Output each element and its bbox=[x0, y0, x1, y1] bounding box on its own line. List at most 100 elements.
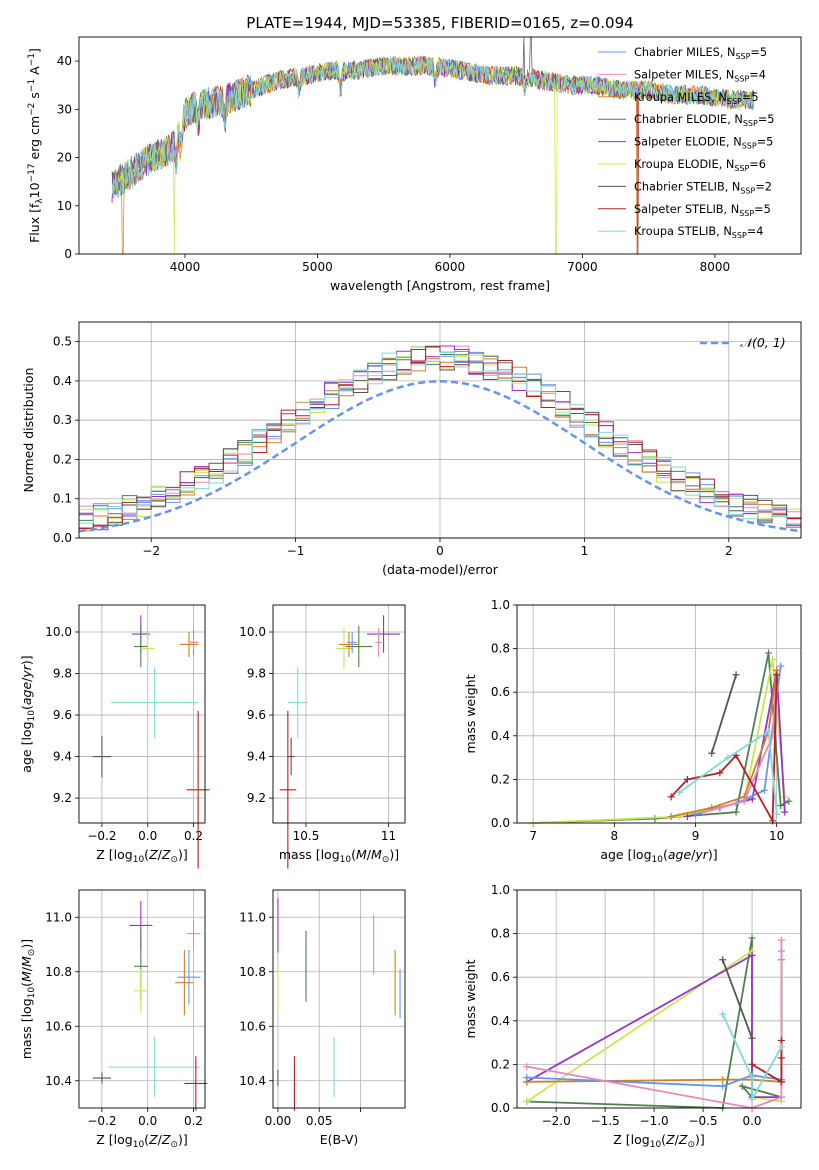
weight-marker bbox=[523, 1097, 531, 1105]
y-axis-label: mass weight bbox=[463, 674, 478, 753]
axes-frame bbox=[272, 604, 406, 824]
y-axis-label: age [log10(age/yr)] bbox=[19, 655, 37, 772]
weight-marker bbox=[777, 1054, 785, 1062]
x-axis-label: Z [log10(Z/Z⊙)] bbox=[613, 1132, 705, 1150]
y-tick-label: 0.1 bbox=[53, 492, 72, 506]
axes-frame bbox=[516, 889, 802, 1109]
y-tick-label: 30 bbox=[57, 102, 72, 116]
axes-frame bbox=[78, 889, 206, 1109]
weight-marker bbox=[523, 1063, 531, 1071]
x-tick-label: 2 bbox=[725, 544, 733, 558]
y-tick-label: 0.3 bbox=[53, 413, 72, 427]
weight-line bbox=[526, 940, 783, 1109]
weight-marker bbox=[724, 754, 732, 762]
x-tick-label: 0.0 bbox=[138, 829, 157, 843]
y-tick-label: 10 bbox=[57, 199, 72, 213]
panel-age_vs_mass: 10.5 11 9.2 9.4 9.6 9.8 10.0 mass [log10(M/M⊙)] bbox=[239, 604, 406, 869]
weight-marker bbox=[523, 1073, 531, 1081]
weight-marker bbox=[675, 788, 683, 796]
y-axis-label: Normed distribution bbox=[21, 368, 36, 493]
y-tick-label: 10.4 bbox=[45, 1074, 72, 1088]
weight-marker bbox=[692, 810, 700, 818]
weight-marker bbox=[769, 656, 777, 663]
x-tick-label: 9 bbox=[692, 829, 700, 843]
y-axis-label: Flux [fλ10−17 erg cm−2 s−1 A−1] bbox=[27, 48, 45, 243]
panel-mass_weight_vs_Z: −2.0 −1.5 −1.0 −0.5 0.0 0.0 0.2 0.4 0.6 0.8 1.0 Z [… bbox=[463, 883, 802, 1150]
x-tick-label: 5000 bbox=[302, 260, 333, 274]
weight-marker bbox=[760, 786, 768, 794]
y-tick-label: 0.4 bbox=[53, 374, 72, 388]
weight-marker bbox=[748, 1073, 756, 1081]
x-axis-label: Z [log10(Z/Z⊙)] bbox=[96, 847, 188, 865]
y-tick-label: 9.8 bbox=[53, 667, 72, 681]
x-tick-label: 0.05 bbox=[306, 1114, 333, 1128]
axes-frame bbox=[272, 889, 406, 1109]
legend-label: Chabrier ELODIE, NSSP=5 bbox=[634, 113, 774, 128]
legend-label: Chabrier MILES, NSSP=5 bbox=[634, 46, 767, 61]
spectrum-line-kroupa_stelib bbox=[111, 56, 755, 198]
x-tick-label: 10.5 bbox=[293, 829, 320, 843]
histogram-kroupa_stelib bbox=[79, 352, 801, 525]
weight-marker bbox=[719, 956, 727, 964]
weight-marker bbox=[719, 1010, 727, 1018]
weight-marker bbox=[740, 797, 748, 805]
panel-age_vs_Z: −0.2 0.0 0.2 9.2 9.4 9.6 9.8 10.0 Z [log10(Z/Z⊙)… bbox=[19, 604, 210, 869]
weight-marker bbox=[732, 671, 740, 679]
panel-residuals: −2 −1 0 1 2 0.0 0.1 0.2 0.3 0.4 0.5 (data-model)/er… bbox=[21, 321, 802, 577]
y-tick-label: 9.2 bbox=[247, 791, 266, 805]
weight-marker bbox=[777, 662, 785, 670]
y-tick-label: 20 bbox=[57, 151, 72, 165]
weight-marker bbox=[683, 775, 691, 783]
y-tick-label: 40 bbox=[57, 54, 72, 68]
y-tick-label: 0.2 bbox=[53, 452, 72, 466]
weight-marker bbox=[719, 1082, 727, 1090]
y-tick-label: 9.6 bbox=[247, 708, 266, 722]
axes-frame bbox=[78, 321, 802, 539]
x-tick-label: 1 bbox=[581, 544, 589, 558]
weight-line bbox=[703, 674, 778, 813]
weight-marker bbox=[777, 1043, 785, 1051]
y-tick-label: 0.4 bbox=[491, 729, 510, 743]
normal-curve bbox=[78, 380, 802, 533]
weight-marker bbox=[765, 727, 773, 735]
x-tick-label: 7000 bbox=[567, 260, 598, 274]
weight-marker bbox=[748, 1034, 756, 1042]
weight-marker bbox=[781, 808, 789, 816]
y-tick-label: 0.8 bbox=[491, 927, 510, 941]
y-tick-label: 9.6 bbox=[53, 708, 72, 722]
y-tick-label: 0 bbox=[64, 247, 72, 261]
y-tick-label: 0.0 bbox=[53, 531, 72, 545]
y-tick-label: 10.6 bbox=[239, 1019, 266, 1033]
y-axis-label: mass weight bbox=[463, 959, 478, 1038]
x-tick-label: 0.0 bbox=[742, 1114, 761, 1128]
legend-label: Salpeter MILES, NSSP=4 bbox=[634, 68, 766, 83]
x-tick-label: −0.5 bbox=[688, 1114, 717, 1128]
weight-marker bbox=[773, 671, 781, 679]
y-tick-label: 0.0 bbox=[491, 1101, 510, 1115]
y-tick-label: 9.4 bbox=[247, 750, 266, 764]
panel-mass_vs_ebv: 0.00 0.05 10.4 10.6 10.8 11.0 E(B-V) bbox=[239, 889, 406, 1147]
x-tick-label: 6000 bbox=[435, 260, 466, 274]
weight-marker bbox=[719, 1076, 727, 1084]
x-axis-label: E(B-V) bbox=[320, 1132, 359, 1147]
x-tick-label: 8 bbox=[611, 829, 619, 843]
y-tick-label: 10.0 bbox=[45, 625, 72, 639]
y-axis-label: mass [log10(M/M⊙)] bbox=[19, 939, 37, 1059]
panel-mass_vs_Z: −0.2 0.0 0.2 10.4 10.6 10.8 11.0 Z [log10(Z/Z⊙)… bbox=[19, 889, 208, 1150]
weight-marker bbox=[773, 810, 781, 818]
x-tick-label: −2.0 bbox=[542, 1114, 571, 1128]
x-axis-label: (data-model)/error bbox=[382, 562, 499, 577]
y-tick-label: 10.8 bbox=[239, 965, 266, 979]
weight-line bbox=[678, 729, 778, 815]
y-tick-label: 0.2 bbox=[491, 772, 510, 786]
x-axis-label: mass [log10(M/M⊙)] bbox=[279, 847, 399, 865]
weight-marker bbox=[748, 1060, 756, 1068]
y-tick-label: 10.4 bbox=[239, 1074, 266, 1088]
weight-marker bbox=[777, 1093, 785, 1101]
legend-label: Chabrier STELIB, NSSP=2 bbox=[634, 180, 772, 195]
weight-marker bbox=[700, 808, 708, 816]
x-tick-label: −2 bbox=[142, 544, 160, 558]
weight-marker bbox=[708, 749, 716, 757]
weight-line bbox=[526, 953, 782, 1098]
x-tick-label: −1.0 bbox=[640, 1114, 669, 1128]
